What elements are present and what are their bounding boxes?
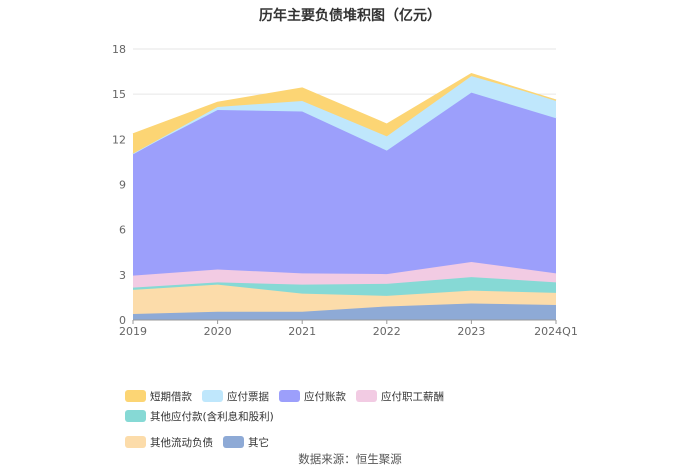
- legend-label: 其他流动负债: [150, 436, 213, 449]
- y-tick-label: 12: [112, 133, 126, 146]
- y-tick-label: 9: [119, 179, 126, 192]
- x-tick-label: 2020: [204, 325, 232, 338]
- legend-item[interactable]: 应付票据: [202, 389, 269, 403]
- legend-item[interactable]: 其他应付款(含利息和股利): [125, 409, 274, 423]
- legend-label: 短期借款: [150, 390, 192, 403]
- legend-swatch: [125, 410, 146, 422]
- area-series-2: [133, 277, 556, 296]
- legend-item[interactable]: 短期借款: [125, 389, 192, 403]
- legend-label: 应付票据: [227, 390, 269, 403]
- legend-item[interactable]: 应付账款: [279, 389, 346, 403]
- y-tick-label: 6: [119, 224, 126, 237]
- area-series-edge-6: [132, 73, 557, 135]
- legend-swatch: [223, 436, 244, 448]
- x-tick-label: 2019: [119, 325, 147, 338]
- legend-swatch: [125, 436, 146, 448]
- legend-label: 其他应付款(含利息和股利): [150, 410, 274, 423]
- x-tick-label: 2024Q1: [534, 325, 578, 338]
- chart-legend: 短期借款 应付票据 应付账款 应付职工薪酬其他应付款(含利息和股利) 其他流动负债 其它: [125, 389, 595, 449]
- area-series-4: [133, 92, 556, 276]
- legend-item[interactable]: 其他流动负债: [125, 435, 213, 449]
- y-tick-label: 0: [119, 314, 126, 327]
- y-tick-label: 15: [112, 88, 126, 101]
- legend-item[interactable]: 其它: [223, 435, 269, 449]
- legend-label: 应付职工薪酬: [381, 390, 444, 403]
- x-tick-label: 2022: [373, 325, 401, 338]
- legend-swatch: [279, 390, 300, 402]
- area-series-3: [133, 262, 556, 288]
- area-series-5: [133, 76, 556, 154]
- legend-item[interactable]: 应付职工薪酬: [356, 389, 444, 403]
- legend-swatch: [202, 390, 223, 402]
- area-series-0: [133, 303, 556, 320]
- legend-swatch: [356, 390, 377, 402]
- area-series-6: [133, 73, 556, 154]
- y-tick-label: 18: [112, 43, 126, 56]
- legend-swatch: [125, 390, 146, 402]
- y-tick-label: 3: [119, 269, 126, 282]
- x-tick-label: 2023: [457, 325, 485, 338]
- x-tick-label: 2021: [288, 325, 316, 338]
- data-source-note: 数据来源：恒生聚源: [298, 452, 402, 466]
- legend-label: 应付账款: [304, 390, 346, 403]
- chart-title: 历年主要负债堆积图（亿元）: [259, 8, 441, 24]
- legend-label: 其它: [248, 436, 269, 449]
